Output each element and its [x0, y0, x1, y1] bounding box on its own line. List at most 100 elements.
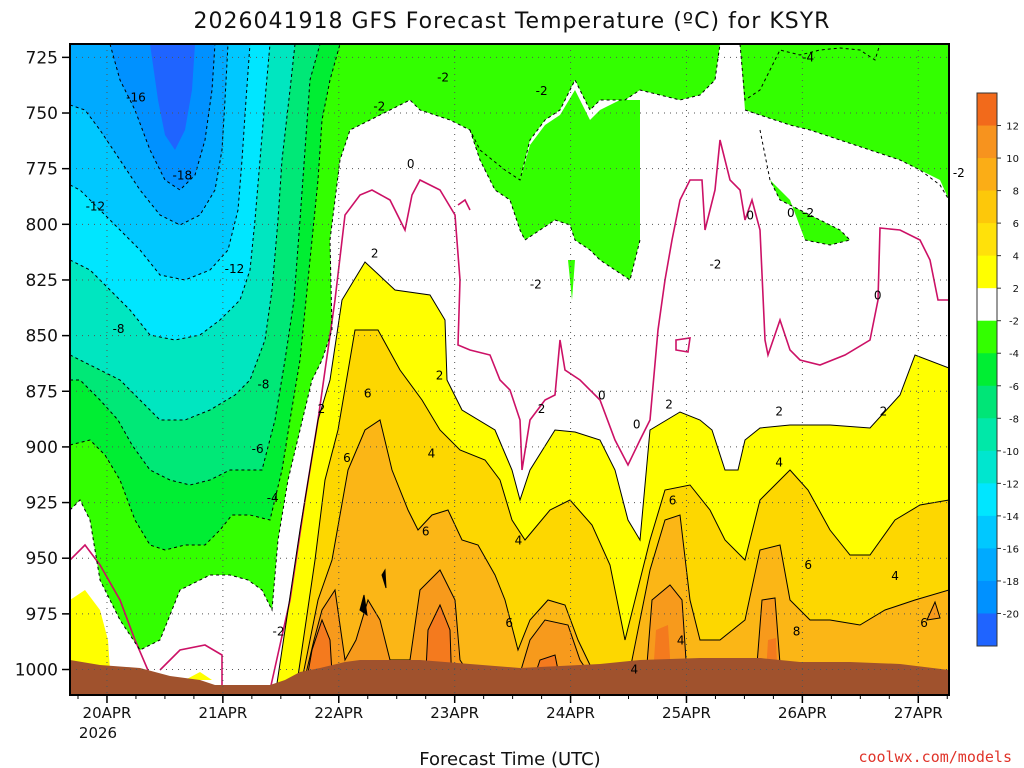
contour-label: 4: [677, 634, 685, 648]
contour-label: 0: [598, 389, 606, 403]
y-tick-label: 750: [26, 104, 58, 124]
plot-frame: [69, 43, 950, 696]
y-tick-label: 925: [26, 494, 58, 514]
colorbar-label: -16: [1003, 544, 1019, 555]
x-tick-label: 21APR: [198, 704, 247, 722]
y-tick-label: 975: [26, 605, 58, 625]
contour-label: 2: [880, 404, 888, 418]
y-tick-label: 950: [26, 549, 58, 569]
colorbar-label: -4: [1009, 349, 1019, 360]
contour-label: -2: [373, 99, 385, 113]
colorbar-frame: [976, 92, 998, 647]
contour-label: -2: [536, 84, 548, 98]
contour-label: 0: [874, 289, 882, 303]
isotherms-negative: [70, 44, 949, 651]
contour-labels: -16 -18 -12 -12 -8 -8 -6 -4 -2 -2 -2 -2 -2 -2 -2 -2 -4 0 0…: [86, 50, 965, 676]
contour-label: 6: [920, 616, 928, 630]
colorbar-segment: [977, 190, 997, 224]
contour-label: -6: [252, 442, 264, 456]
contour-label: 6: [343, 451, 351, 465]
contour-label: -12: [225, 262, 245, 276]
x-tick-label: 22APR: [314, 704, 363, 722]
fill-warm-6c: [300, 420, 949, 695]
x-tick-label: 26APR: [778, 704, 827, 722]
fill-cold-20c: [150, 44, 195, 150]
colorbar-label: -2: [1009, 317, 1019, 328]
colorbar-label: -10: [1003, 447, 1019, 458]
contour-label: 4: [515, 533, 523, 547]
credit-text[interactable]: coolwx.com/models: [858, 748, 1012, 766]
x-tick-label: 20APR: [83, 704, 132, 722]
contour-label: 6: [669, 493, 677, 507]
contour-label: 4: [775, 455, 783, 469]
contour-label: -2: [437, 70, 449, 84]
colorbar-segment: [977, 515, 997, 549]
contour-label: -4: [802, 50, 814, 64]
colorbar-segment: [977, 548, 997, 582]
contour-label: 0: [407, 157, 415, 171]
y-tick-label: 825: [26, 271, 58, 291]
x-tick-label: 27APR: [894, 704, 943, 722]
colorbar-label: 4: [1013, 252, 1019, 263]
y-tick-label: 875: [26, 382, 58, 402]
contour-label: 2: [775, 404, 783, 418]
contour-label: 2: [538, 402, 546, 416]
y-tick-label: 900: [26, 438, 58, 458]
contour-label: 4: [428, 447, 436, 461]
contour-label: 6: [422, 525, 430, 539]
colorbar-segment: [977, 288, 997, 322]
colorbar-label: 6: [1013, 219, 1019, 230]
x-axis: 20APR 21APR 22APR 23APR 24APR 25APR 26APR 27APR: [77, 695, 948, 722]
colorbar-segment: [977, 93, 997, 127]
colorbar-label: -20: [1003, 609, 1019, 620]
x-axis-title: Forecast Time (UTC): [419, 749, 600, 768]
contour-label: 4: [891, 569, 899, 583]
y-tick-label: 1000: [15, 661, 58, 681]
colorbar-label: 10: [1006, 154, 1019, 165]
contour-label: -2: [530, 277, 542, 291]
colorbar-segment: [977, 353, 997, 387]
isotherms-positive: [275, 261, 949, 691]
x-tick-label: 25APR: [662, 704, 711, 722]
contour-label: 2: [436, 369, 444, 383]
colorbar-segment: [977, 580, 997, 614]
colorbar-label: 8: [1013, 187, 1019, 198]
contour-label: 4: [630, 663, 638, 677]
fill-left-pocket2: [185, 672, 212, 680]
fill-cold-2c-right: [568, 44, 949, 300]
contour-label: 0: [633, 418, 641, 432]
contour-label: -16: [126, 90, 146, 104]
contour-label: -4: [267, 491, 279, 505]
fill-left-pocket: [70, 590, 110, 680]
contour-label: -2: [709, 257, 721, 271]
contour-label: -8: [113, 322, 125, 336]
contour-label: 8: [793, 625, 801, 639]
colorbar-segment: [977, 158, 997, 192]
contour-label: 0: [746, 208, 754, 222]
colorbar-segment: [977, 223, 997, 257]
colorbar-label: -14: [1003, 512, 1019, 523]
gridlines: [70, 44, 949, 695]
x-year-label: 2026: [79, 724, 117, 742]
colorbar-segment: [977, 320, 997, 354]
colorbar-segment: [977, 385, 997, 419]
colorbar-label: -6: [1009, 382, 1019, 393]
y-tick-label: 775: [26, 160, 58, 180]
contour-label: 6: [364, 386, 372, 400]
colorbar-label: 2: [1013, 284, 1019, 295]
y-axis: 725 750 775 800 825 850 875 900 925 950 975 1000: [15, 48, 70, 681]
colorbar-label: -8: [1009, 414, 1019, 425]
contour-label: -2: [953, 166, 965, 180]
x-tick-label: 24APR: [546, 704, 595, 722]
colorbar-segment: [977, 613, 997, 647]
contour-label: 2: [665, 398, 673, 412]
contour-label: -18: [173, 168, 193, 182]
contour-label: 6: [505, 616, 513, 630]
colorbar-segment: [977, 450, 997, 484]
chart-title: 2026041918 GFS Forecast Temperature (ºC)…: [194, 9, 831, 34]
contour-label: 2: [318, 402, 326, 416]
colorbar: 12 10 8 6 4 2 -2 -4 -6 -8 -10 -12 -14 -16 -18 -20: [976, 92, 1019, 647]
y-tick-label: 800: [26, 215, 58, 235]
colorbar-segment: [977, 125, 997, 159]
